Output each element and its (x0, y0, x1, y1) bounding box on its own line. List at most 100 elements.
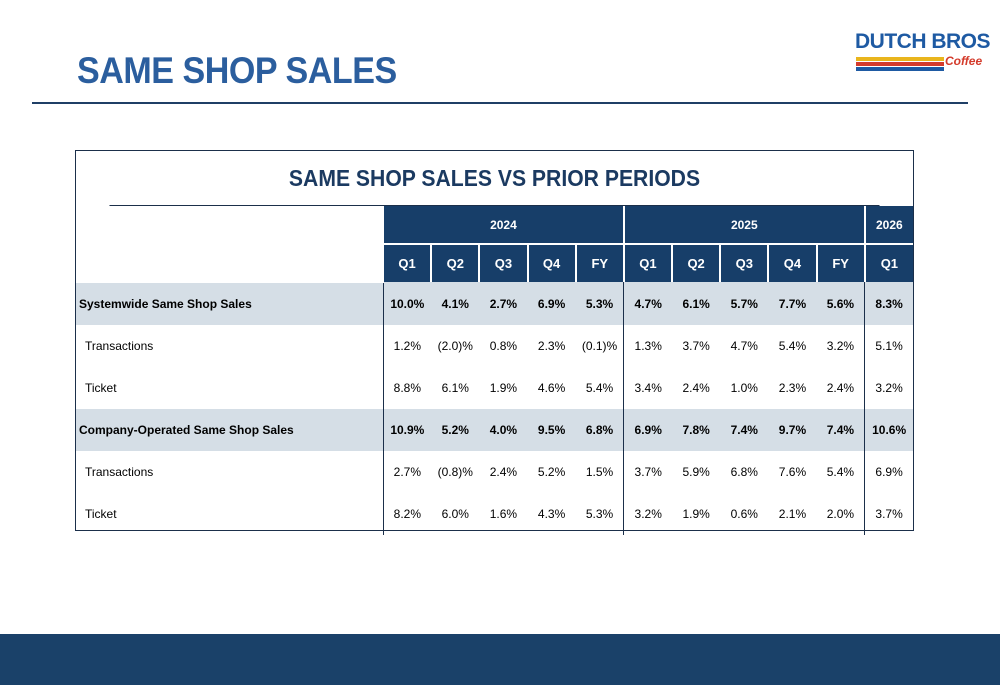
period-header: Q1 (622, 244, 673, 282)
cell-value: 8.8% (382, 367, 432, 409)
cell-value: 1.0% (730, 381, 758, 395)
period-row: Q1 Q2 Q3 Q4 FY Q1 Q2 Q3 Q4 FY Q1 (76, 244, 913, 282)
cell-value: 0.8% (489, 339, 518, 353)
row-label: Ticket (85, 507, 117, 521)
cell-value: 2.3% (537, 339, 566, 353)
cell-value: 7.7% (768, 282, 817, 325)
cell-value: 5.2% (431, 409, 480, 451)
cell-value: 2.7% (382, 451, 432, 493)
cell-value: 7.4% (816, 409, 865, 451)
logo: DUTCH BROS Coffee (855, 30, 991, 75)
table-row: Systemwide Same Shop Sales 10.0% 4.1% 2.7% 6… (76, 282, 913, 325)
cell-value: 5.9% (682, 465, 710, 479)
cell-value: 3.7% (864, 493, 913, 535)
period-header: FY (574, 244, 624, 282)
cell-value: 5.4% (778, 339, 807, 353)
cell-value: 1.9% (682, 507, 710, 521)
cell-value: 2.3% (778, 381, 807, 395)
cell-value: 6.1% (441, 381, 469, 395)
cell-value: 5.7% (720, 282, 769, 325)
cell-value: 5.2% (537, 465, 566, 479)
period-header: Q1 (381, 244, 432, 282)
logo-stripe (856, 57, 944, 61)
cell-value: 6.9% (527, 282, 576, 325)
logo-stripe (856, 62, 944, 66)
row-label: Ticket (85, 381, 117, 395)
cell-value: 6.9% (623, 409, 673, 451)
period-header: Q2 (430, 244, 480, 282)
cell-value: 4.7% (730, 339, 758, 353)
title-rule (32, 102, 968, 104)
year-header: 2026 (863, 206, 913, 245)
period-header: Q4 (526, 244, 576, 282)
cell-value: 3.7% (682, 339, 710, 353)
cell-value: 10.6% (864, 409, 913, 451)
cell-value: 1.2% (382, 325, 432, 367)
cell-value: 8.2% (382, 493, 432, 535)
cell-value: 5.4% (826, 465, 855, 479)
cell-value: 10.0% (382, 282, 432, 325)
table-row: Company-Operated Same Shop Sales 10.9% 5.2… (76, 409, 913, 451)
cell-value: 5.6% (816, 282, 865, 325)
period-header: FY (815, 244, 865, 282)
corner (76, 206, 383, 283)
table-title: SAME SHOP SALES VS PRIOR PERIODS (109, 151, 880, 206)
cell-value: 2.4% (826, 381, 855, 395)
cell-value: 6.1% (672, 282, 721, 325)
period-header: Q4 (767, 244, 817, 282)
cell-value: 9.5% (527, 409, 576, 451)
cell-value: 1.9% (489, 381, 518, 395)
cell-value: 2.1% (778, 507, 807, 521)
year-header: 2024 (382, 206, 624, 245)
cell-value: 5.3% (575, 282, 624, 325)
cell-value: 4.3% (537, 507, 566, 521)
table-row: Ticket 8.8% 6.1% 1.9% 4.6% 5.4% 3.4% 2.4% 1.0% 2.… (76, 367, 913, 409)
period-header: Q1 (863, 244, 913, 282)
table-row: Ticket 8.2% 6.0% 1.6% 4.3% 5.3% 3.2% 1.9% 0.6% 2.… (76, 493, 913, 535)
cell-value: 4.0% (479, 409, 528, 451)
cell-value: 6.0% (441, 507, 469, 521)
period-header: Q3 (478, 244, 528, 282)
cell-value: 2.0% (826, 507, 855, 521)
table-row: Transactions 1.2% (2.0)% 0.8% 2.3% (0.1)% 1.3%… (76, 325, 913, 367)
logo-stripe (856, 67, 944, 71)
cell-value: 9.7% (768, 409, 817, 451)
cell-value: 5.3% (585, 507, 614, 521)
table-row: Transactions 2.7% (0.8)% 2.4% 5.2% 1.5% 3.7% 5.… (76, 451, 913, 493)
period-header: Q2 (671, 244, 721, 282)
cell-value: 6.8% (730, 465, 758, 479)
cell-value: 5.1% (864, 325, 913, 367)
cell-value: 7.8% (672, 409, 721, 451)
year-row: 2024 2025 2026 (76, 206, 913, 283)
cell-value: 3.2% (864, 367, 913, 409)
cell-value: 4.7% (623, 282, 673, 325)
cell-value: 1.5% (585, 465, 614, 479)
cell-value: 6.9% (864, 451, 913, 493)
cell-value: 7.6% (778, 465, 807, 479)
cell-value: 4.1% (431, 282, 480, 325)
cell-value: (2.0)% (437, 339, 473, 353)
sales-table: 2024 2025 2026 Q1 Q2 Q3 Q4 FY Q1 Q2 Q3 Q4 FY Q1 Syst… (76, 206, 913, 535)
row-label: Systemwide Same Shop Sales (76, 282, 383, 325)
cell-value: 8.3% (864, 282, 913, 325)
year-header: 2025 (622, 206, 865, 245)
cell-value: 0.6% (730, 507, 758, 521)
period-header: Q3 (719, 244, 769, 282)
cell-value: 2.4% (489, 465, 518, 479)
cell-value: 3.2% (623, 493, 673, 535)
cell-value: (0.1)% (581, 339, 618, 353)
cell-value: 1.3% (623, 325, 673, 367)
cell-value: 1.6% (489, 507, 518, 521)
cell-value: 4.6% (537, 381, 566, 395)
logo-name: DUTCH BROS (855, 30, 991, 53)
cell-value: 10.9% (382, 409, 432, 451)
row-label: Transactions (85, 339, 154, 353)
cell-value: 3.7% (623, 451, 673, 493)
footer-band (0, 634, 1000, 685)
cell-value: 3.4% (623, 367, 673, 409)
cell-value: (0.8)% (437, 465, 473, 479)
table-panel: SAME SHOP SALES VS PRIOR PERIODS 2024 202… (75, 150, 914, 535)
cell-value: 5.4% (585, 381, 614, 395)
cell-value: 7.4% (720, 409, 769, 451)
